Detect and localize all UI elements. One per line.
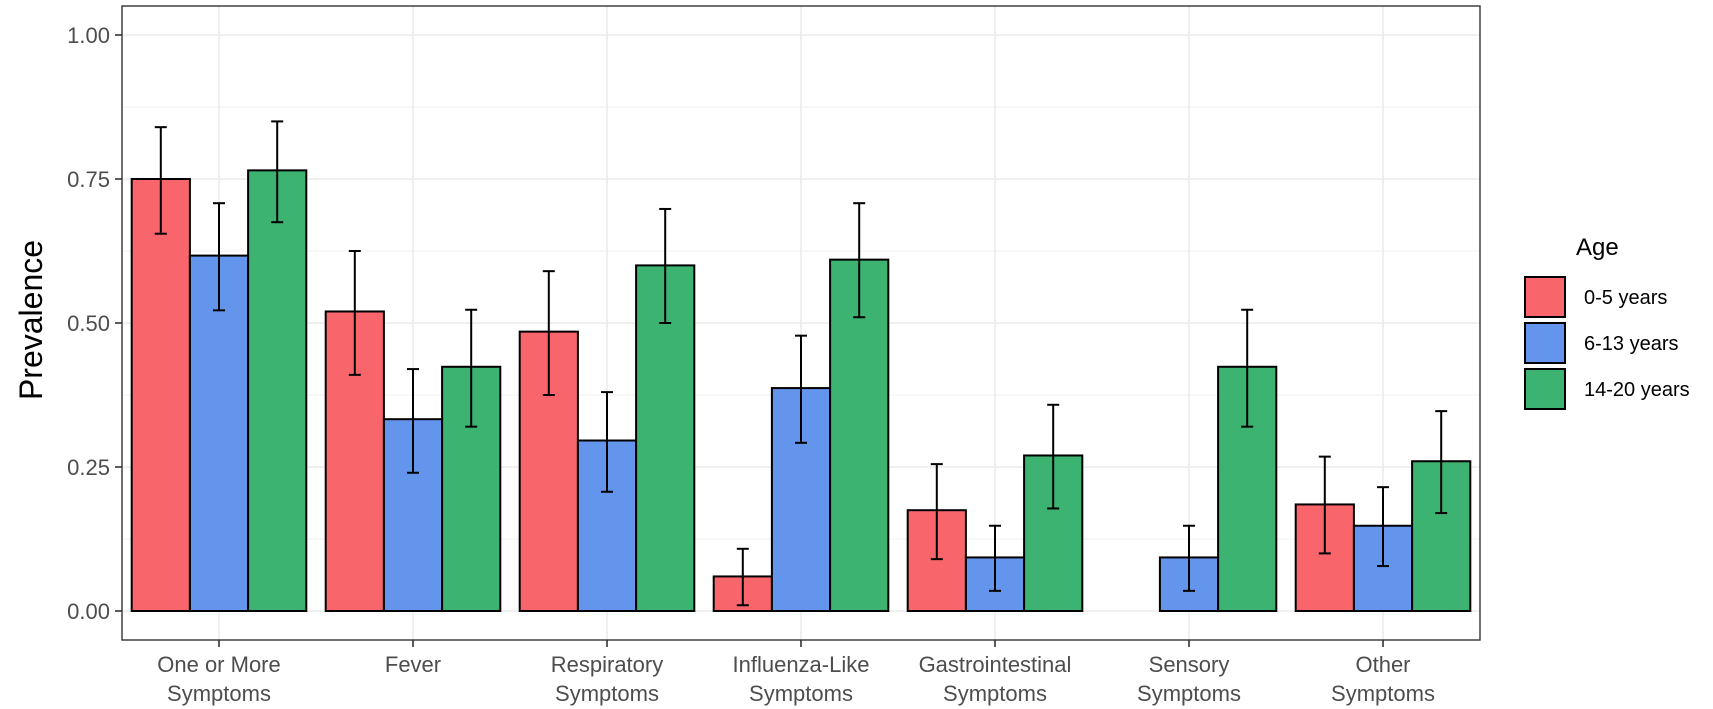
error-bar	[736, 547, 749, 607]
error-bar	[213, 202, 225, 312]
x-tick-label: Influenza-Like Symptoms	[733, 652, 870, 706]
x-tick-label: Gastrointestinal Symptoms	[919, 652, 1072, 706]
error-bar	[1318, 455, 1331, 555]
x-tick-label: Respiratory Symptoms	[551, 652, 663, 706]
y-tick-label: 0.50	[67, 311, 110, 336]
legend: Age 0-5 years 6-13 years 14-20 years	[1524, 234, 1690, 410]
error-bar	[659, 207, 672, 324]
error-bar	[1241, 308, 1254, 428]
error-bar	[271, 120, 284, 224]
y-tick-label: 0.75	[67, 167, 110, 192]
y-tick-label: 1.00	[67, 23, 110, 48]
x-tick-label: Other Symptoms	[1331, 652, 1435, 706]
error-bar	[930, 463, 943, 561]
y-tick-label: 0.00	[67, 599, 110, 624]
legend-key	[1524, 368, 1566, 410]
error-bar	[989, 524, 1001, 592]
y-axis-title: Prevalence	[13, 240, 49, 400]
error-bar	[465, 308, 478, 428]
axes-layer: 0.00 0.25 0.50 0.75 1.00 One or More Symptoms F…	[67, 23, 1435, 706]
legend-title: Age	[1576, 234, 1619, 261]
bar	[188, 254, 250, 612]
legend-key	[1524, 322, 1566, 364]
error-bar	[1183, 524, 1195, 592]
y-tick-label: 0.25	[67, 455, 110, 480]
bar	[247, 169, 308, 613]
legend-label: 0-5 years	[1584, 287, 1667, 309]
error-bar	[1435, 410, 1448, 515]
error-bar	[348, 250, 361, 376]
error-bars-layer	[154, 120, 1448, 607]
bar	[130, 178, 191, 612]
error-bar	[601, 391, 613, 493]
x-tick-label: Sensory Symptoms	[1137, 652, 1241, 706]
error-bar	[795, 334, 807, 444]
error-bar	[154, 126, 167, 235]
legend-label: 6-13 years	[1584, 333, 1679, 355]
error-bar	[542, 270, 555, 396]
error-bar	[407, 368, 419, 474]
legend-key	[1524, 276, 1566, 318]
x-tick-label: Fever	[385, 652, 441, 677]
error-bar	[1047, 403, 1060, 510]
error-bar	[853, 202, 866, 319]
error-bar	[1377, 486, 1389, 568]
x-tick-label: One or More Symptoms	[157, 652, 281, 706]
legend-label: 14-20 years	[1584, 379, 1690, 401]
